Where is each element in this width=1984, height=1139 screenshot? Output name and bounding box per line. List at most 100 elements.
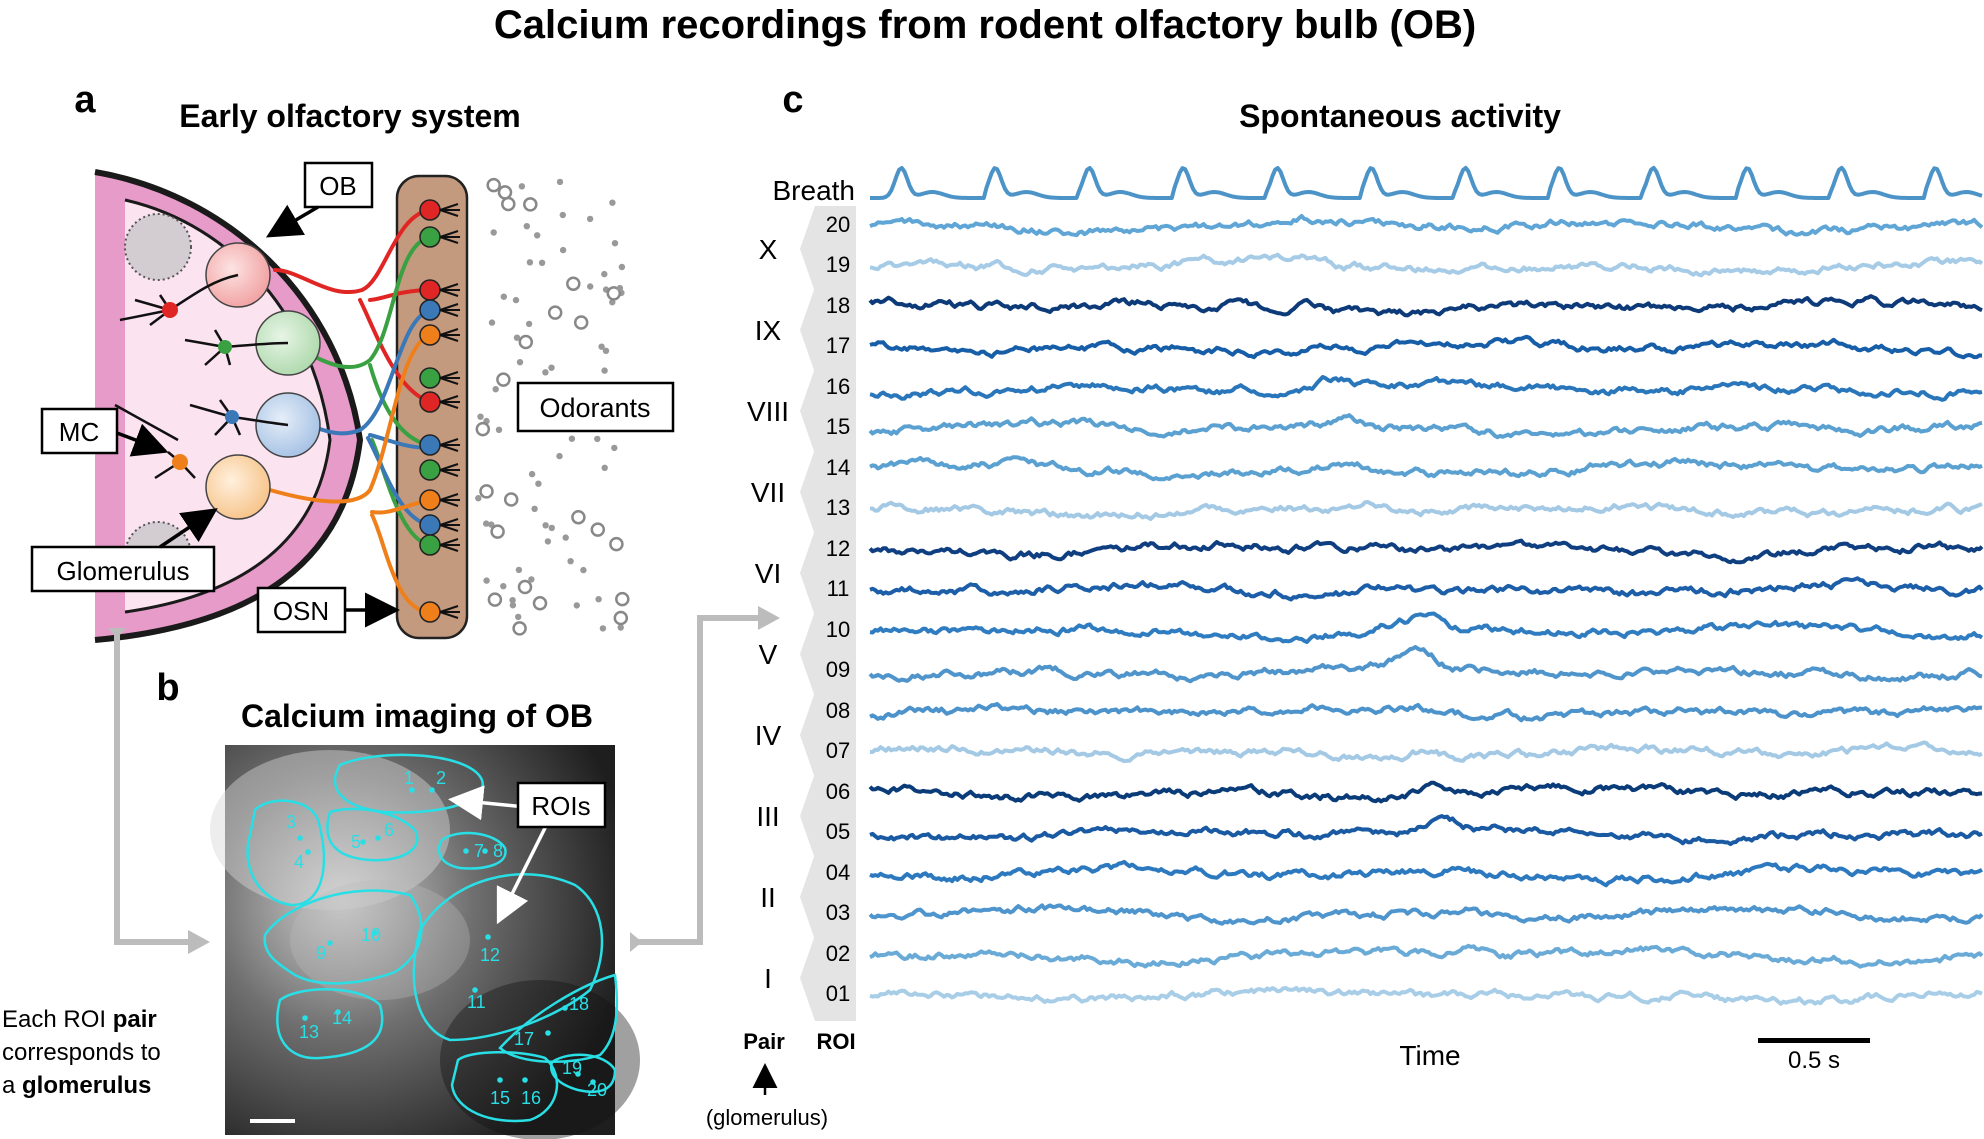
odorant-molecule [601,270,608,278]
odorant-molecule [613,610,629,626]
olfactory-bulb-inner [125,200,330,612]
odorant-molecule [538,259,546,266]
odorant-molecule [487,592,503,607]
calcium-image-bright-region [210,750,450,910]
odorant-molecule [497,185,513,200]
roi-point [372,930,378,936]
odorant-molecule [562,534,569,541]
time-scale-label: 0.5 s [1788,1047,1840,1074]
pair-tab [800,611,856,697]
roi-label: 14 [826,455,850,480]
odorant-molecule [475,495,482,502]
roi-label: 10 [826,617,850,642]
roi-trace [869,375,1983,402]
roi-label: 12 [826,536,850,561]
glomerulus-orange [205,454,271,520]
pair-roman-label: V [759,639,778,670]
roi-trace [869,702,1983,723]
pair-column-label: Pair [743,1029,785,1054]
roi-number: 1 [404,768,414,788]
roi-label: 03 [826,900,850,925]
roi-label: 07 [826,738,850,763]
odorant-molecule [496,372,511,387]
odorant-molecule [548,524,555,532]
roi-label: 17 [826,333,850,358]
odorant-molecule [512,621,527,636]
roi-label: 15 [826,414,850,439]
odorant-molecule [611,240,619,247]
roi-point [429,787,435,793]
olfactory-bulb-layer-line [124,198,332,614]
odorant-molecule [490,524,505,539]
odorant-molecule [490,229,497,236]
roi-number: 12 [480,945,500,965]
panel-b-title: Calcium imaging of OB [241,698,593,734]
odorant-molecule [503,492,519,507]
odorant-molecule [559,211,566,219]
roi-number: 10 [361,925,381,945]
roi-point [297,835,303,841]
pair-roman-label: X [759,234,778,265]
panel-a-letter: a [74,79,96,121]
roi-trace [869,500,1983,521]
roi-number: 20 [587,1080,607,1100]
traces [868,165,1984,1006]
pair-tab [800,935,856,1021]
odorant-molecule [544,538,552,545]
odorant-molecule [566,276,581,291]
odorant-molecule [532,596,548,611]
odorant-molecule [479,484,494,499]
odorant-molecule [559,246,567,254]
roi-point [590,1079,596,1085]
label-ob-text: OB [319,171,357,201]
time-axis-label: Time [1399,1040,1460,1071]
figure-title: Calcium recordings from rodent olfactory… [494,3,1476,47]
breath-label: Breath [773,175,856,206]
odorant-molecule [500,583,507,590]
roi-trace [869,576,1984,602]
panel-c-title: Spontaneous activity [1239,98,1561,134]
odorant-molecule [525,320,533,328]
roi-label: 09 [826,657,850,682]
roi-number: 15 [490,1088,510,1108]
roi-trace [869,943,1984,969]
odorant-molecule [523,197,538,212]
pair-roman-label: VI [755,558,781,589]
pair-roman-label: VII [751,477,785,508]
osn-cilia [439,203,460,619]
pair-tab [800,449,856,535]
odorant-molecule [567,558,574,565]
roi-label: 05 [826,819,850,844]
roi-pair-note-line1: Each ROI pair [2,1006,157,1033]
label-glomerulus-text: Glomerulus [57,556,190,586]
panel-b-letter: b [156,667,179,709]
label-odorants-text: Odorants [539,393,650,423]
roi-number: 5 [351,832,361,852]
roi-number: 18 [569,994,589,1014]
roi-point [463,848,469,854]
roi-label: 13 [826,495,850,520]
odorant-molecule [587,283,594,290]
roi-number: 3 [286,812,296,832]
roi-point [335,1009,341,1015]
roi-label: 16 [826,374,850,399]
label-mc: MC [40,407,169,457]
panel-a: a Early olfactory system [30,79,675,643]
odorant-molecule [542,522,549,529]
odorant-molecule [483,577,490,584]
odorant-molecule [500,293,507,300]
roi-number: 7 [474,841,484,861]
mitral-cell-green [218,340,232,354]
odorant-molecules [475,177,630,636]
odorant-molecule [513,334,521,341]
odorant-molecule [495,426,503,433]
roi-label: 20 [826,212,850,237]
odorant-molecule [501,196,516,212]
roi-label: 06 [826,779,850,804]
odorant-molecule [580,566,587,574]
roi-label: 01 [826,981,850,1006]
roi-point [522,1077,528,1083]
label-odorants: Odorants [516,381,675,433]
odorant-molecule [512,296,520,304]
odorant-molecule [616,284,624,292]
